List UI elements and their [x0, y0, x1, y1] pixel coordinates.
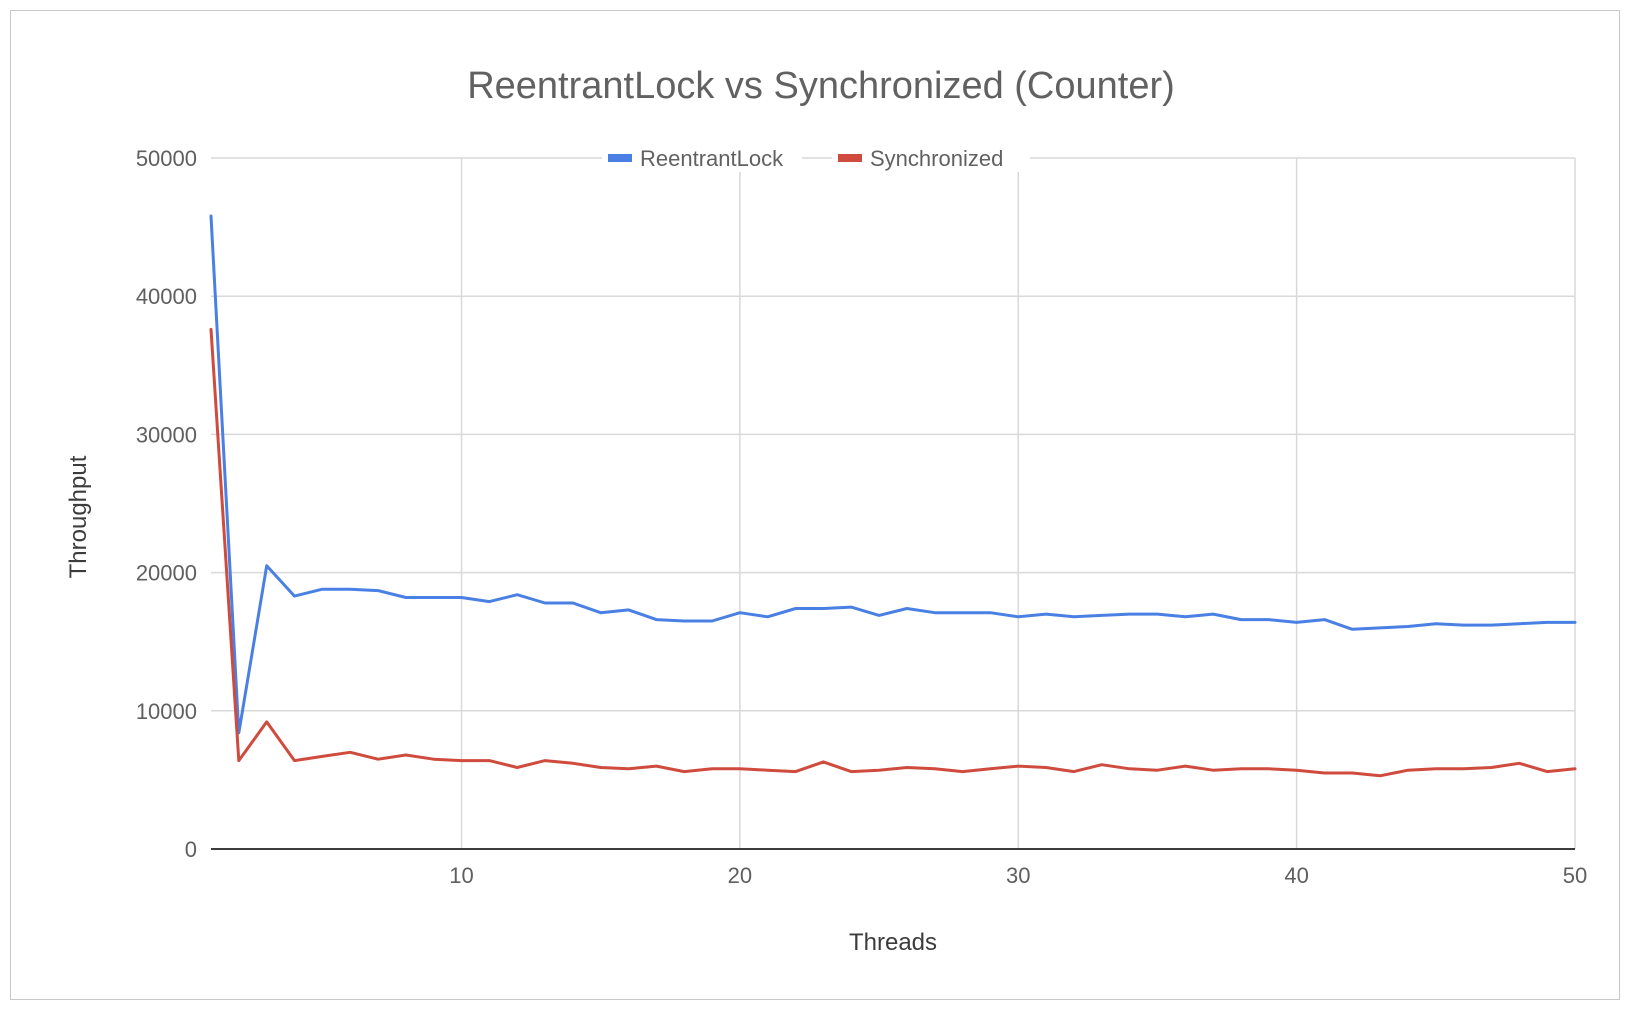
legend-swatch	[608, 154, 632, 162]
legend: ReentrantLock Synchronized	[602, 144, 1030, 172]
legend-item-bg	[602, 144, 802, 172]
x-axis-ticks: 10 20 30 40 50	[449, 863, 1587, 888]
chart-title: ReentrantLock vs Synchronized (Counter)	[467, 65, 1175, 107]
series-line-synchronized	[209, 327, 1577, 778]
y-axis-ticks: 0 10000 20000 30000 40000 50000	[136, 146, 197, 862]
y-tick-label: 50000	[136, 146, 197, 171]
legend-label: ReentrantLock	[640, 146, 784, 171]
x-tick-label: 10	[449, 863, 473, 888]
legend-swatch	[838, 154, 862, 162]
gridlines	[211, 157, 1576, 849]
x-axis-title: Threads	[849, 929, 937, 956]
y-tick-label: 10000	[136, 699, 197, 724]
y-tick-label: 30000	[136, 422, 197, 447]
y-axis-title: Throughput	[65, 455, 92, 578]
y-tick-label: 20000	[136, 561, 197, 586]
chart-frame	[10, 10, 1620, 1000]
y-tick-label: 40000	[136, 284, 197, 309]
series-lines	[209, 214, 1577, 778]
y-tick-label: 0	[185, 837, 197, 862]
x-tick-label: 30	[1006, 863, 1030, 888]
x-tick-label: 20	[728, 863, 752, 888]
x-tick-label: 40	[1284, 863, 1308, 888]
legend-label: Synchronized	[870, 146, 1003, 171]
x-tick-label: 50	[1563, 863, 1587, 888]
legend-item-bg	[832, 144, 1030, 172]
series-line-reentrantlock	[209, 214, 1577, 735]
